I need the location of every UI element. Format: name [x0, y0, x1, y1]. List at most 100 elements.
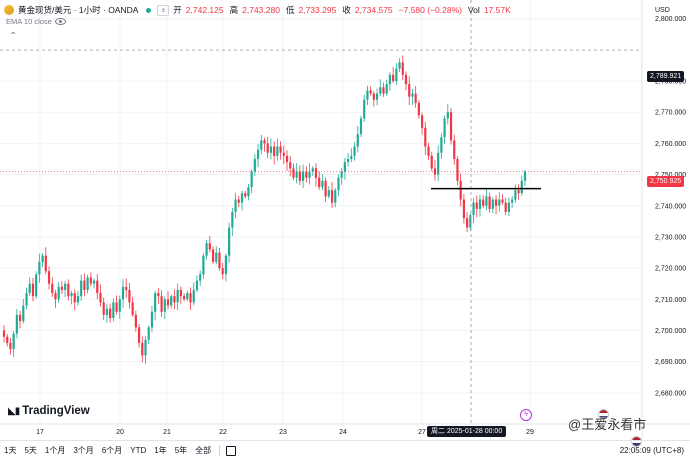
candle-body	[491, 199, 494, 209]
candle-body	[141, 342, 144, 356]
candle-body	[260, 140, 263, 150]
candle-body	[35, 274, 38, 297]
candle-body	[150, 311, 154, 328]
candle-body	[224, 255, 228, 275]
axes: 2,680.000 2,690.000 2,700.000 2,710.000 2,72…	[0, 0, 690, 440]
candle-body	[482, 199, 485, 206]
candle-body	[504, 202, 507, 212]
candle-body	[472, 202, 475, 216]
candle-body	[186, 293, 189, 300]
candle-body	[6, 336, 9, 343]
us-flag-event-icon[interactable]	[631, 436, 642, 447]
candle-body	[321, 180, 324, 188]
candle-body	[60, 286, 63, 290]
candle-body	[498, 199, 501, 206]
crosshair-time-tag: 周二 2025-01-28 00:00	[427, 426, 507, 437]
candle-body	[308, 171, 311, 178]
candle-body	[189, 293, 192, 303]
y-tick-label: 2,700.000	[655, 328, 686, 335]
range-3m[interactable]: 3个月	[73, 446, 94, 455]
candle-body	[318, 177, 321, 188]
indicator-legend[interactable]: EMA 10 close	[6, 17, 66, 26]
candle-body	[22, 305, 25, 322]
candle-body	[109, 308, 112, 318]
x-tick-label: 24	[339, 429, 347, 436]
drawing-overlays	[0, 0, 642, 424]
range-5d[interactable]: 5天	[24, 446, 37, 455]
us-flag-icon[interactable]	[598, 409, 609, 420]
candle-body	[382, 87, 385, 94]
candle-body	[195, 280, 199, 290]
candle-body	[311, 168, 314, 172]
candle-body	[115, 302, 118, 312]
candle-body	[244, 193, 247, 197]
y-tick-label: 2,720.000	[655, 266, 686, 273]
candle-body	[314, 168, 318, 178]
candle-body	[269, 146, 273, 153]
eye-icon[interactable]	[54, 18, 66, 25]
candle-body	[282, 152, 285, 156]
bottom-toolbar: 1天 5天 1个月 3个月 6个月 YTD 1年 5年 全部 22:05:09 …	[0, 440, 690, 460]
candle-body	[437, 152, 440, 175]
candle-body	[366, 90, 369, 100]
candle-body	[485, 196, 488, 206]
range-1d[interactable]: 1天	[4, 446, 17, 455]
calendar-icon[interactable]	[226, 445, 237, 456]
candle-body	[466, 218, 469, 228]
candle-body	[250, 171, 253, 188]
candle-body	[228, 227, 231, 256]
candle-body	[398, 62, 401, 69]
gold-coin-icon	[4, 5, 14, 15]
high-value: 2,743.280	[242, 5, 280, 15]
range-ytd[interactable]: YTD	[130, 446, 147, 455]
buy-sell-button[interactable]: ±	[157, 4, 170, 16]
high-label: 高	[229, 5, 239, 15]
range-all[interactable]: 全部	[195, 446, 212, 455]
range-6m[interactable]: 6个月	[101, 446, 123, 455]
collapse-chevron-icon[interactable]: ⌃	[9, 31, 18, 42]
candle-body	[166, 299, 170, 306]
candle-body	[395, 68, 398, 82]
candle-body	[179, 289, 182, 297]
grid-lines	[0, 0, 642, 424]
candle-body	[514, 190, 517, 200]
candle-body	[449, 112, 453, 141]
lightning-event-icon[interactable]: ϟ	[520, 409, 532, 421]
candle-body	[388, 74, 392, 85]
candle-body	[12, 333, 15, 350]
range-5y[interactable]: 5年	[174, 446, 188, 455]
low-label: 低	[285, 5, 295, 15]
candle-body	[430, 155, 433, 169]
candle-body	[411, 93, 414, 97]
candle-body	[507, 202, 511, 212]
candle-body	[18, 314, 22, 322]
candle-body	[343, 162, 347, 172]
candle-body	[469, 215, 472, 228]
candle-body	[15, 314, 18, 334]
clock-time[interactable]: 22:05:09 (UTC+8)	[619, 446, 684, 455]
range-1y[interactable]: 1年	[154, 446, 167, 455]
candle-body	[459, 180, 462, 200]
y-tick-label: 2,740.000	[655, 203, 686, 210]
toolbar-divider	[219, 445, 221, 456]
candle-body	[273, 146, 276, 156]
range-1m[interactable]: 1个月	[44, 446, 66, 455]
candle-body	[221, 268, 224, 275]
candle-body	[102, 302, 105, 315]
candle-body	[427, 146, 430, 156]
candle-body	[298, 171, 301, 181]
candle-body	[173, 296, 176, 303]
candle-body	[92, 280, 96, 284]
candle-body	[211, 249, 215, 262]
symbol-name[interactable]: 黄金现货/美元 · 1小时 · OANDA	[18, 5, 139, 15]
candle-body	[9, 342, 12, 350]
candle-body	[38, 261, 41, 275]
candle-body	[301, 171, 305, 181]
candle-body	[363, 99, 366, 119]
candle-body	[121, 286, 125, 300]
candle-body	[131, 302, 134, 315]
y-tick-label: 2,780.000	[655, 79, 686, 86]
volume-value: 17.57K	[483, 5, 511, 15]
y-tick-label: 2,730.000	[655, 234, 686, 241]
